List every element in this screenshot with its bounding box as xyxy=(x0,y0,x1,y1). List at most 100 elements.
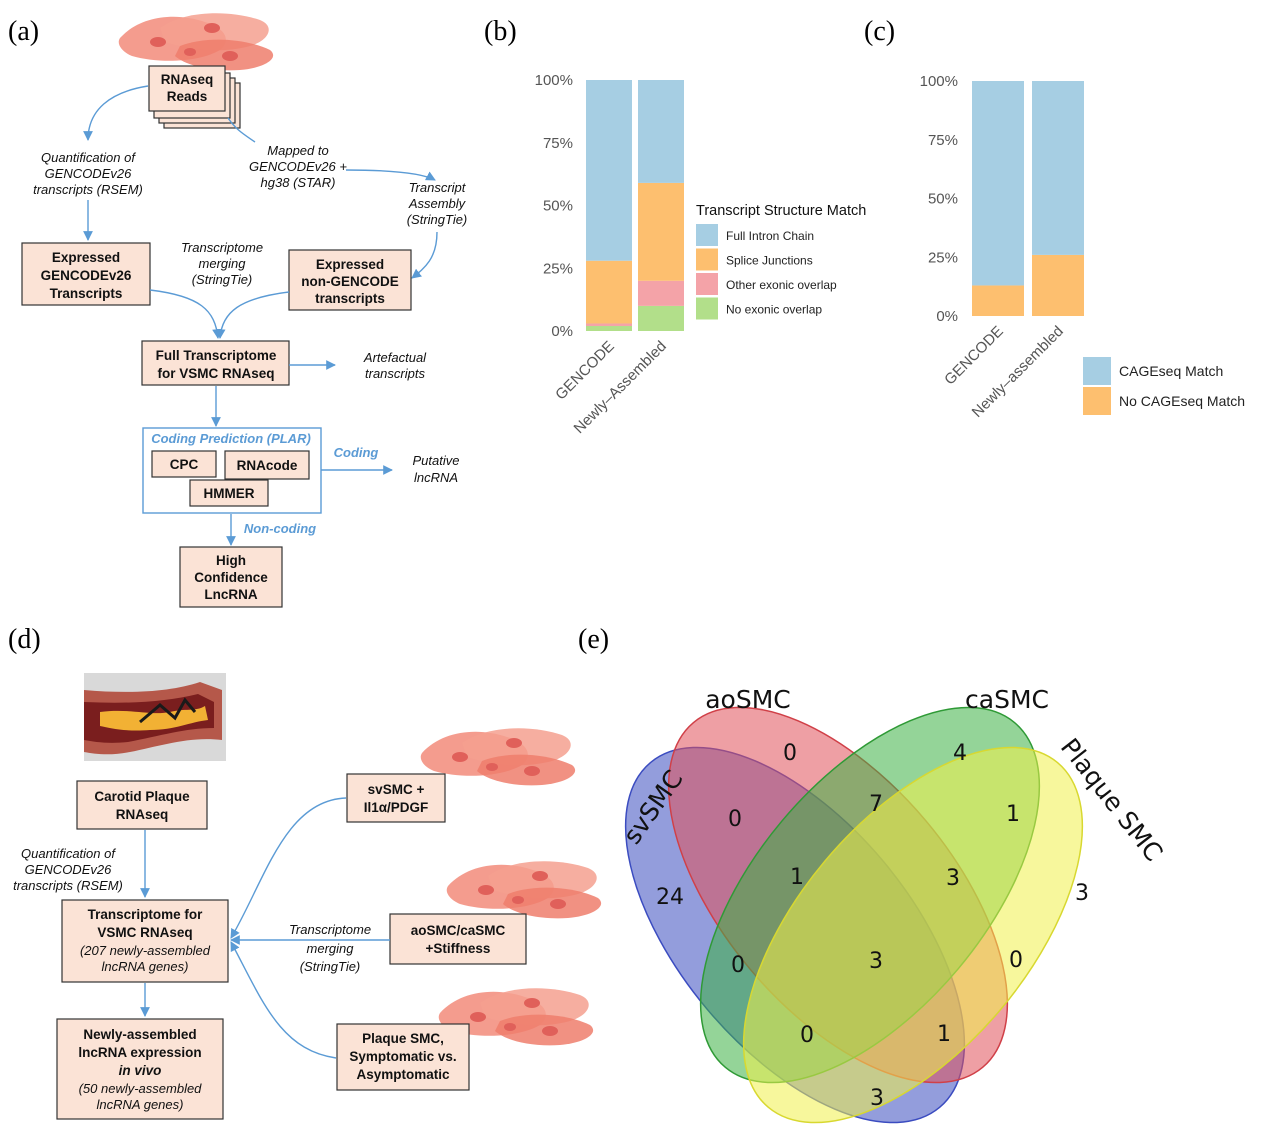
chart-b-legend: Full Intron Chain Splice Junctions Other e… xyxy=(696,224,837,320)
merging-text-3: (StringTie) xyxy=(192,272,253,287)
merging-d-text-1: Transcriptome xyxy=(289,922,371,937)
high-conf-line3: LncRNA xyxy=(204,587,257,602)
expressed-gencode-line3: Transcripts xyxy=(50,286,123,301)
full-transcriptome-line2: for VSMC RNAseq xyxy=(157,366,274,381)
cpc-box xyxy=(151,450,217,478)
coding-prediction-label: Coding Prediction (PLAR) xyxy=(151,431,311,446)
chart-b-legend-title: Transcript Structure Match xyxy=(696,203,866,219)
merging-text-2: merging xyxy=(199,256,247,271)
chart-b-bar-segment xyxy=(638,305,684,331)
cells-illustration-3 xyxy=(446,861,602,919)
panel-label-a: (a) xyxy=(8,16,39,47)
arrow-assembly-to-nongencode xyxy=(411,231,438,279)
arrow-plaque-to-transcriptome xyxy=(230,941,337,1059)
arrow-nongencode-to-full xyxy=(215,291,290,339)
venn-count-sv-ao-plaque: 1 xyxy=(937,1022,951,1047)
expressed-gencode-line2: GENCODEv26 xyxy=(41,268,132,283)
venn-count-sv-ca: 0 xyxy=(731,953,745,978)
quant-text-3: transcripts (RSEM) xyxy=(33,182,143,197)
high-conf-line1: High xyxy=(216,553,246,568)
plaque-smc-box xyxy=(336,1023,470,1091)
chart-b-legend-label: Other exonic overlap xyxy=(726,278,837,292)
newly-sub2: lncRNA genes) xyxy=(97,1097,184,1112)
arrow-reads-to-quant xyxy=(83,85,149,141)
chart-c-bar-segment xyxy=(1032,254,1084,316)
chart-c-legend: CAGEseq Match No CAGEseq Match xyxy=(1083,357,1245,415)
coding-label: Coding xyxy=(334,445,379,460)
quant-d-text-2: GENCODEv26 xyxy=(25,862,112,877)
chart-b-bar-segment xyxy=(586,323,632,326)
full-transcriptome-line1: Full Transcriptome xyxy=(156,348,277,363)
arrow-mapped-to-assembly xyxy=(345,169,436,181)
venn-count-sv-ca-plaque: 0 xyxy=(800,1023,814,1048)
chart-b-bar-segment xyxy=(638,280,684,306)
cells-illustration xyxy=(118,13,274,71)
chart-b-bar-segment xyxy=(586,80,632,261)
expressed-nongencode-line2: non-GENCODE xyxy=(301,274,399,289)
chart-b-y-ticks: 0% 25% 50% 75% 100% xyxy=(535,72,573,340)
aocasmc-line1: aoSMC/caSMC xyxy=(411,923,506,938)
quant-text-1: Quantification of xyxy=(41,150,136,165)
artery-illustration xyxy=(84,673,226,761)
merging-text-1: Transcriptome xyxy=(181,240,263,255)
venn-count-ca-plaque: 1 xyxy=(1006,802,1020,827)
assembly-text-3: (StringTie) xyxy=(407,212,468,227)
merging-d-text-2: merging xyxy=(307,941,355,956)
panel-a-flowchart: RNAseq Reads Quantification of GENCODEv2… xyxy=(21,13,468,608)
chart-c-ytick: 0% xyxy=(936,308,958,325)
transcriptome-vsmc-line2: VSMC RNAseq xyxy=(97,925,192,940)
chart-b-legend-label: Full Intron Chain xyxy=(726,229,814,243)
arrow-svsmc-to-transcriptome xyxy=(230,797,347,939)
quant-d-text-1: Quantification of xyxy=(21,846,116,861)
newly-line1: Newly-assembled xyxy=(83,1027,196,1042)
hmmer-box xyxy=(189,479,269,507)
rnaseq-reads-line2: Reads xyxy=(167,89,208,104)
chart-b-ytick: 50% xyxy=(543,198,573,215)
chart-c-legend-label: No CAGEseq Match xyxy=(1119,393,1245,409)
venn-count-ao-ca: 7 xyxy=(869,792,883,817)
venn-label-casmc: caSMC xyxy=(965,685,1049,714)
assembly-text-2: Assembly xyxy=(408,196,467,211)
chart-c-bars xyxy=(972,81,1084,316)
carotid-line1: Carotid Plaque xyxy=(94,789,190,804)
venn-count-ao: 0 xyxy=(783,741,797,766)
high-conf-line2: Confidence xyxy=(194,570,268,585)
chart-c-y-ticks: 0% 25% 50% 75% 100% xyxy=(920,73,958,325)
artefactual-text-2: transcripts xyxy=(365,366,425,381)
transcriptome-vsmc-sub2: lncRNA genes) xyxy=(102,959,189,974)
expressed-nongencode-line1: Expressed xyxy=(316,257,384,272)
full-transcriptome-box xyxy=(141,340,290,386)
cpc-label: CPC xyxy=(170,457,199,472)
newly-line3: in vivo xyxy=(119,1063,162,1078)
quant-d-text-3: transcripts (RSEM) xyxy=(13,878,123,893)
arrow-reads-to-mapped xyxy=(227,117,256,143)
venn-count-sv-plaque: 3 xyxy=(870,1086,884,1111)
arrow-gencode-to-full xyxy=(149,289,222,339)
chart-b-bar-segment xyxy=(586,325,632,331)
chart-c-bar-segment xyxy=(1032,81,1084,255)
newly-line2: lncRNA expression xyxy=(78,1045,201,1060)
venn-count-plaque: 3 xyxy=(1075,881,1089,906)
non-coding-label: Non-coding xyxy=(244,521,316,536)
chart-c-ytick: 75% xyxy=(928,132,958,149)
chart-b-legend-swatch xyxy=(696,273,718,295)
transcriptome-vsmc-line1: Transcriptome for xyxy=(88,907,204,922)
expressed-gencode-line1: Expressed xyxy=(52,250,120,265)
chart-c-ytick: 50% xyxy=(928,191,958,208)
expressed-nongencode-box xyxy=(288,249,412,311)
rnacode-box xyxy=(224,450,310,480)
transcriptome-vsmc-sub1: (207 newly-assembled xyxy=(80,943,211,958)
chart-c-bar-segment xyxy=(972,285,1024,316)
plaque-line2: Symptomatic vs. xyxy=(349,1049,456,1064)
rnaseq-reads-box xyxy=(148,65,226,112)
venn-count-all: 3 xyxy=(869,949,883,974)
panel-label-c: (c) xyxy=(864,16,895,47)
chart-b-bars xyxy=(586,80,684,331)
venn-count-ao-plaque: 0 xyxy=(1009,948,1023,973)
chart-b-bar-segment xyxy=(586,260,632,324)
chart-b-legend-swatch xyxy=(696,297,718,320)
newly-sub1: (50 newly-assembled xyxy=(79,1081,203,1096)
